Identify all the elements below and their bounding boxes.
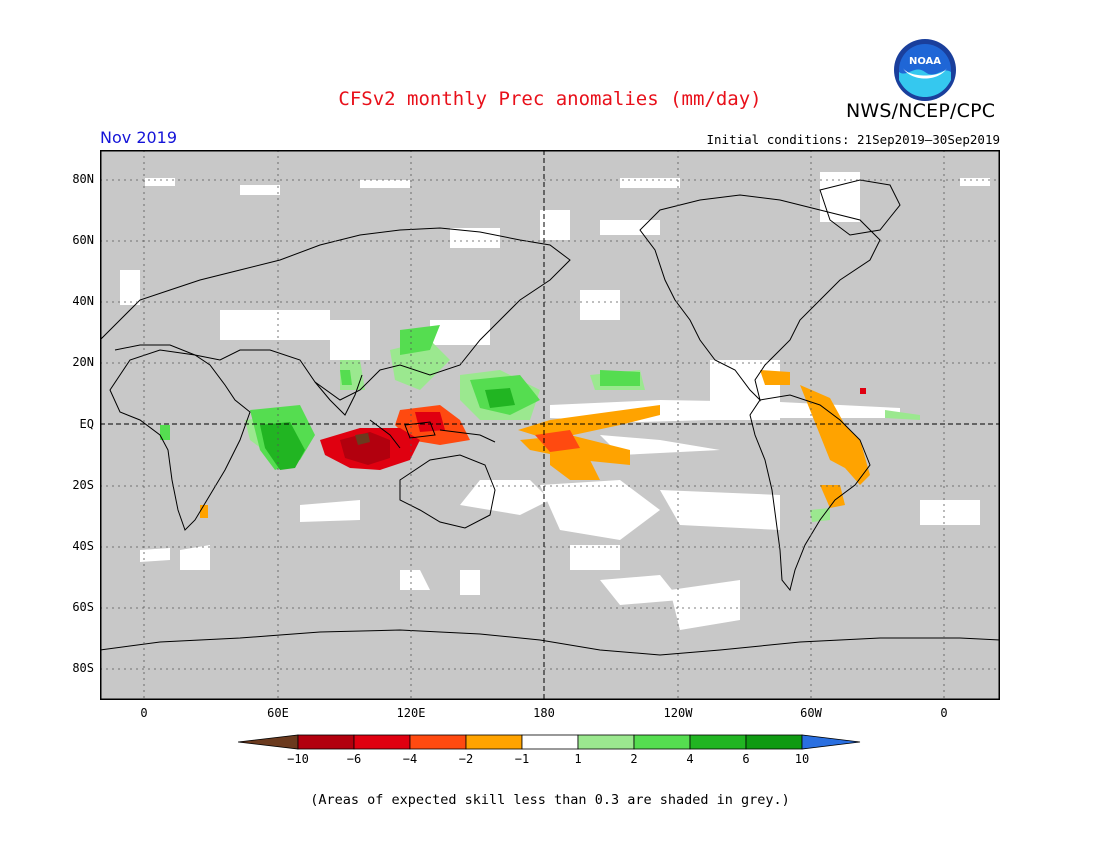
- colorbar-bin: [353, 734, 411, 750]
- skill-note: (Areas of expected skill less than 0.3 a…: [310, 792, 790, 808]
- colorbar-label: 4: [686, 752, 694, 766]
- lon-label-120w: 120W: [663, 706, 693, 720]
- colorbar-label: 1: [574, 752, 582, 766]
- colorbar-bin: [521, 734, 579, 750]
- colorbar-label: 6: [742, 752, 750, 766]
- colorbar: [238, 734, 861, 750]
- colorbar-bin: [577, 734, 635, 750]
- dark-red-areas: [340, 432, 390, 465]
- colorbar-bin: [689, 734, 747, 750]
- colorbar-low-arrow: [238, 734, 299, 750]
- colorbar-label: −1: [514, 752, 530, 766]
- colorbar-bin: [297, 734, 355, 750]
- colorbar-high-arrow: [801, 734, 861, 750]
- lat-label-40s: 40S: [72, 539, 94, 553]
- white-anomaly-areas: [120, 172, 990, 630]
- lat-label-80n: 80N: [72, 172, 94, 186]
- dark-green-areas: [260, 388, 515, 470]
- colorbar-bin: [745, 734, 803, 750]
- lat-label-eq: EQ: [79, 417, 94, 431]
- lon-label-60w: 60W: [800, 706, 822, 720]
- colorbar-label: −6: [346, 752, 362, 766]
- equator-dateline: [100, 150, 1000, 700]
- lat-label-80s: 80S: [72, 661, 94, 675]
- lat-label-40n: 40N: [72, 294, 94, 308]
- lon-label-120e: 120E: [396, 706, 426, 720]
- lat-label-20n: 20N: [72, 355, 94, 369]
- lon-label-0: 0: [140, 706, 148, 720]
- lat-label-60n: 60N: [72, 233, 94, 247]
- colorbar-bin: [409, 734, 467, 750]
- organization-label: NWS/NCEP/CPC: [846, 100, 996, 122]
- lon-label-180: 180: [533, 706, 555, 720]
- lon-label-0-east: 0: [940, 706, 948, 720]
- colorbar-label: −2: [458, 752, 474, 766]
- colorbar-bin: [633, 734, 691, 750]
- brown-areas: [355, 433, 370, 445]
- colorbar-label: 10: [794, 752, 810, 766]
- colorbar-bin: [465, 734, 523, 750]
- lon-label-60e: 60E: [267, 706, 289, 720]
- coastlines: [100, 179, 1000, 656]
- map-frame: [100, 150, 1000, 700]
- logo-text: NOAA: [909, 56, 941, 67]
- initial-conditions-label: Initial conditions: 21Sep2019–30Sep2019: [706, 132, 1001, 147]
- precipitation-anomaly-map: [100, 150, 1000, 700]
- noaa-logo: NOAA: [893, 38, 957, 106]
- lat-lon-gridlines: [100, 150, 1000, 700]
- lat-label-20s: 20S: [72, 478, 94, 492]
- colorbar-label: 2: [630, 752, 638, 766]
- lat-label-60s: 60S: [72, 600, 94, 614]
- map-title: CFSv2 monthly Prec anomalies (mm/day): [338, 88, 762, 110]
- colorbar-label: −4: [402, 752, 418, 766]
- colorbar-label: −10: [287, 752, 309, 766]
- month-label: Nov 2019: [100, 128, 178, 147]
